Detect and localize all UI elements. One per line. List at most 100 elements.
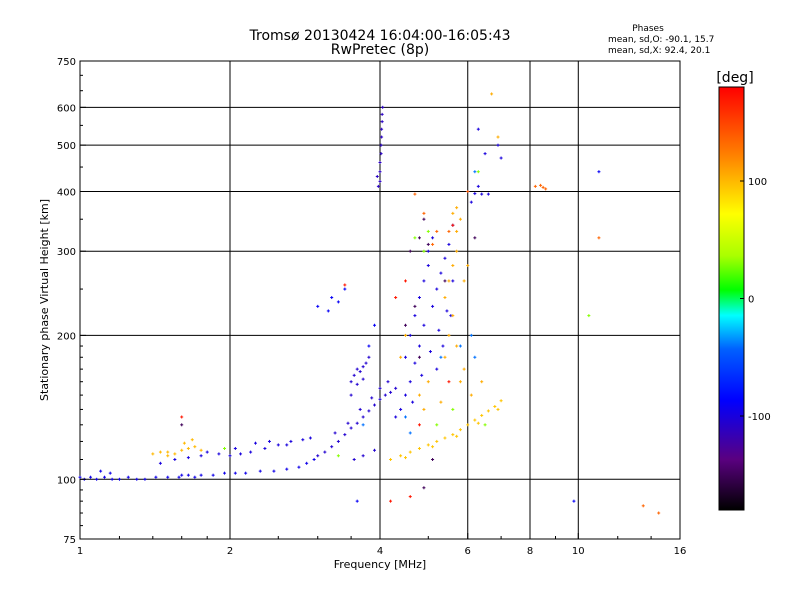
legend-entry-o: mean, sd,O: -90.1, 15.7 bbox=[608, 35, 714, 45]
data-point bbox=[417, 236, 421, 240]
data-point bbox=[343, 287, 347, 291]
data-point bbox=[455, 206, 459, 210]
data-point bbox=[473, 170, 477, 174]
data-point bbox=[480, 413, 484, 417]
data-point bbox=[408, 495, 412, 499]
x-tick-label: 6 bbox=[465, 546, 471, 557]
data-point bbox=[308, 436, 312, 440]
data-point bbox=[426, 443, 430, 447]
data-point bbox=[445, 309, 449, 313]
data-point bbox=[435, 423, 439, 427]
data-point bbox=[244, 471, 248, 475]
x-tick-label: 2 bbox=[227, 546, 233, 557]
y-tick-label: 100 bbox=[57, 475, 76, 486]
data-point bbox=[312, 457, 316, 461]
data-point bbox=[413, 236, 417, 240]
data-point bbox=[455, 229, 459, 233]
data-point bbox=[394, 386, 398, 390]
data-point bbox=[378, 386, 382, 390]
data-point bbox=[180, 473, 184, 477]
data-point bbox=[451, 433, 455, 437]
data-point bbox=[330, 296, 334, 300]
data-point bbox=[380, 135, 384, 139]
data-point bbox=[466, 423, 470, 427]
data-point bbox=[443, 436, 447, 440]
data-point bbox=[408, 333, 412, 337]
data-point bbox=[267, 439, 271, 443]
data-point bbox=[408, 450, 412, 454]
data-point bbox=[316, 454, 320, 458]
data-points bbox=[78, 92, 661, 515]
data-point bbox=[469, 333, 473, 337]
data-point bbox=[657, 511, 661, 515]
y-tick-label: 300 bbox=[57, 247, 76, 258]
data-point bbox=[480, 380, 484, 384]
data-point bbox=[413, 314, 417, 318]
data-point bbox=[336, 454, 340, 458]
chart-subtitle: RwPretec (8p) bbox=[331, 42, 429, 58]
data-point bbox=[437, 328, 441, 332]
colorbar-tick-label: 100 bbox=[748, 177, 767, 188]
data-point bbox=[455, 344, 459, 348]
data-point bbox=[361, 454, 365, 458]
data-point bbox=[143, 477, 147, 481]
data-point bbox=[417, 446, 421, 450]
data-point bbox=[544, 187, 548, 191]
data-point bbox=[228, 454, 232, 458]
data-point bbox=[352, 457, 356, 461]
data-point bbox=[439, 271, 443, 275]
data-point bbox=[417, 344, 421, 348]
data-point bbox=[443, 296, 447, 300]
x-tick-label: 10 bbox=[572, 546, 585, 557]
data-point bbox=[413, 192, 417, 196]
data-point bbox=[103, 475, 107, 479]
data-point bbox=[486, 409, 490, 413]
data-point bbox=[166, 475, 170, 479]
data-point bbox=[367, 344, 371, 348]
data-point bbox=[431, 304, 435, 308]
data-point bbox=[458, 380, 462, 384]
data-point bbox=[108, 471, 112, 475]
data-point bbox=[496, 135, 500, 139]
data-point bbox=[389, 457, 393, 461]
axis-ticks: 1 2 4 6 8 10 16 75 100 200 300 400 500 600 750 bbox=[57, 57, 686, 557]
data-point bbox=[217, 452, 221, 456]
data-point bbox=[378, 179, 382, 183]
data-point bbox=[394, 415, 398, 419]
data-point bbox=[193, 445, 197, 449]
data-point bbox=[403, 333, 407, 337]
data-point bbox=[343, 433, 347, 437]
data-point bbox=[389, 499, 393, 503]
data-point bbox=[253, 441, 257, 445]
data-point bbox=[110, 477, 114, 481]
data-point bbox=[426, 380, 430, 384]
y-tick-label: 600 bbox=[57, 103, 76, 114]
data-point bbox=[378, 170, 382, 174]
data-point bbox=[493, 404, 497, 408]
data-point bbox=[380, 127, 384, 131]
data-point bbox=[258, 469, 262, 473]
data-point bbox=[272, 469, 276, 473]
data-point bbox=[435, 439, 439, 443]
data-point bbox=[399, 355, 403, 359]
data-point bbox=[499, 399, 503, 403]
data-point bbox=[466, 189, 470, 193]
data-point bbox=[422, 486, 426, 490]
data-point bbox=[422, 279, 426, 283]
data-point bbox=[490, 92, 494, 96]
data-point bbox=[473, 192, 477, 196]
data-point bbox=[473, 355, 477, 359]
data-point bbox=[422, 323, 426, 327]
data-point bbox=[386, 380, 390, 384]
data-point bbox=[413, 304, 417, 308]
data-point bbox=[597, 236, 601, 240]
data-point bbox=[587, 314, 591, 318]
y-axis-label: Stationary phase Virtual Height [km] bbox=[38, 199, 51, 401]
data-point bbox=[378, 397, 382, 401]
data-point bbox=[422, 217, 426, 221]
data-point bbox=[458, 428, 462, 432]
data-point bbox=[422, 407, 426, 411]
y-tick-label: 750 bbox=[57, 57, 76, 68]
data-point bbox=[180, 415, 184, 419]
data-point bbox=[597, 170, 601, 174]
